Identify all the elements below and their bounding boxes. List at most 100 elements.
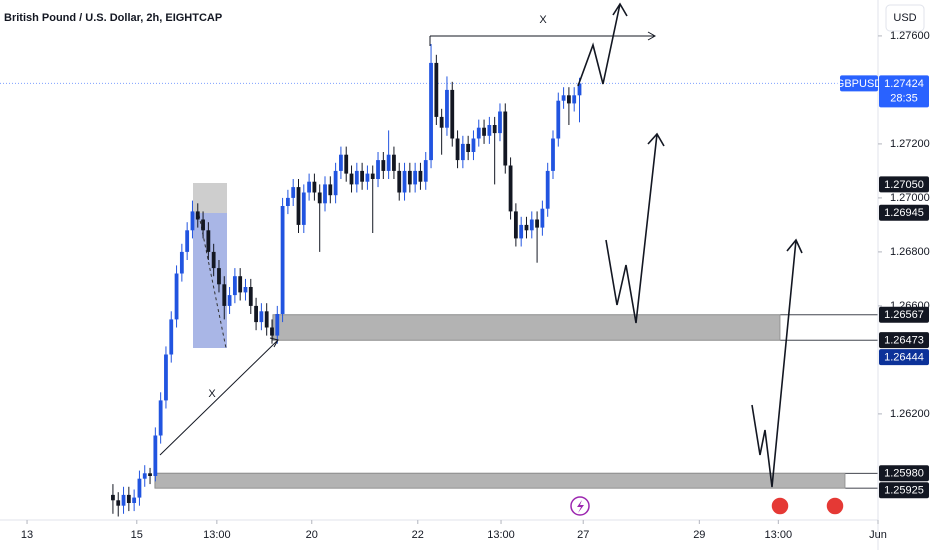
candle-body	[455, 138, 460, 161]
candle-body	[376, 160, 380, 180]
symbol-tag-label: GBPUSD	[836, 78, 883, 90]
candle-body	[126, 494, 131, 503]
candle-body	[354, 170, 359, 185]
candle-body	[148, 473, 152, 476]
price-tag	[879, 332, 929, 349]
candle-body	[328, 184, 333, 196]
candle-body	[545, 170, 550, 209]
candle-body	[561, 95, 566, 101]
x-tick-label: 13:00	[203, 529, 231, 541]
candle-body	[577, 83, 582, 96]
candle-body	[423, 160, 428, 182]
candle-body	[450, 89, 455, 139]
price-tag-label: 1.26444	[884, 352, 924, 364]
event-icon[interactable]	[825, 496, 845, 516]
candle-body	[232, 276, 237, 296]
symbol-tag	[840, 75, 878, 92]
candle-body	[413, 170, 418, 185]
candle-body	[503, 111, 508, 166]
candle-body	[169, 319, 174, 355]
candle-body	[381, 160, 386, 171]
candle-body	[270, 327, 274, 336]
candle-body	[370, 173, 375, 180]
position-stop-zone	[193, 183, 227, 213]
price-tag	[879, 349, 929, 366]
candle-body	[291, 187, 296, 198]
arrow-head	[612, 2, 628, 17]
candle-body	[307, 181, 312, 193]
drawings	[159, 2, 803, 488]
x-tick-label: 29	[693, 529, 705, 541]
candle-body	[312, 181, 317, 193]
candle-body	[211, 251, 216, 269]
price-tag-label: 1.26473	[884, 335, 924, 347]
candle-body	[476, 127, 481, 139]
candle-body	[566, 95, 571, 104]
x-tick-label: 20	[306, 529, 318, 541]
candle-body	[116, 500, 121, 506]
price-tag	[879, 204, 929, 221]
projection-arrow	[751, 239, 797, 488]
price-tag	[879, 306, 929, 323]
event-icon[interactable]	[770, 496, 790, 516]
candle-body	[551, 138, 555, 171]
x-tick-label: 13:00	[765, 529, 793, 541]
candle-body	[349, 173, 354, 185]
candle-body	[264, 311, 269, 328]
candle-body	[259, 311, 264, 323]
price-tag-label: 1.27050	[884, 179, 924, 191]
x-tick-label: 13	[21, 529, 33, 541]
chart-title: British Pound / U.S. Dollar, 2h, EIGHTCA…	[4, 12, 222, 24]
candle-body	[434, 62, 439, 117]
candle-body	[535, 219, 539, 228]
currency-label: USD	[893, 12, 916, 24]
x-tick-label: Jun	[869, 529, 887, 541]
y-tick-label: 1.27000	[890, 192, 930, 204]
candle-body	[460, 143, 465, 161]
candle-body	[174, 273, 179, 320]
price-tag-label: 1.26567	[884, 309, 924, 321]
y-tick-label: 1.26200	[890, 408, 930, 420]
candle-body	[540, 208, 545, 228]
currency-button[interactable]	[885, 4, 925, 32]
candle-body	[217, 268, 221, 285]
candle-body	[142, 473, 147, 479]
candle-body	[206, 230, 211, 252]
countdown: 28:35	[890, 92, 918, 104]
candle-body	[248, 286, 253, 306]
zone	[154, 472, 846, 489]
x-tick-label: 13:00	[487, 529, 515, 541]
projection-arrow	[605, 133, 658, 324]
candle-body	[344, 154, 349, 174]
candle-body	[254, 305, 258, 323]
x-tick-label: 22	[412, 529, 424, 541]
candle-body	[439, 116, 444, 128]
x-tick-label: 27	[577, 529, 589, 541]
y-tick-label: 1.26800	[890, 246, 930, 258]
candle-body	[137, 478, 142, 498]
candle-body	[121, 494, 126, 506]
price-tag-label: 1.25925	[884, 485, 924, 497]
candle-body	[407, 170, 412, 185]
candle-body	[333, 170, 338, 196]
candle-body	[524, 224, 529, 231]
position-path	[198, 214, 227, 349]
candle-body	[243, 286, 248, 293]
candle-body	[529, 219, 534, 231]
arrow-head	[269, 337, 279, 348]
candle-body	[227, 295, 232, 306]
candle-body	[482, 127, 486, 136]
candle-body	[301, 192, 306, 225]
candle-body	[498, 111, 502, 134]
candle-body	[111, 494, 115, 501]
candle-body	[365, 173, 370, 182]
candle-body	[195, 211, 200, 220]
y-tick-label: 1.27600	[890, 30, 930, 42]
candle-body	[392, 154, 396, 171]
candle-body	[179, 251, 184, 274]
candle-body	[153, 435, 158, 476]
candle-body	[317, 192, 322, 204]
candle-body	[238, 276, 243, 293]
annotation: X	[539, 14, 547, 26]
zone	[272, 314, 781, 341]
